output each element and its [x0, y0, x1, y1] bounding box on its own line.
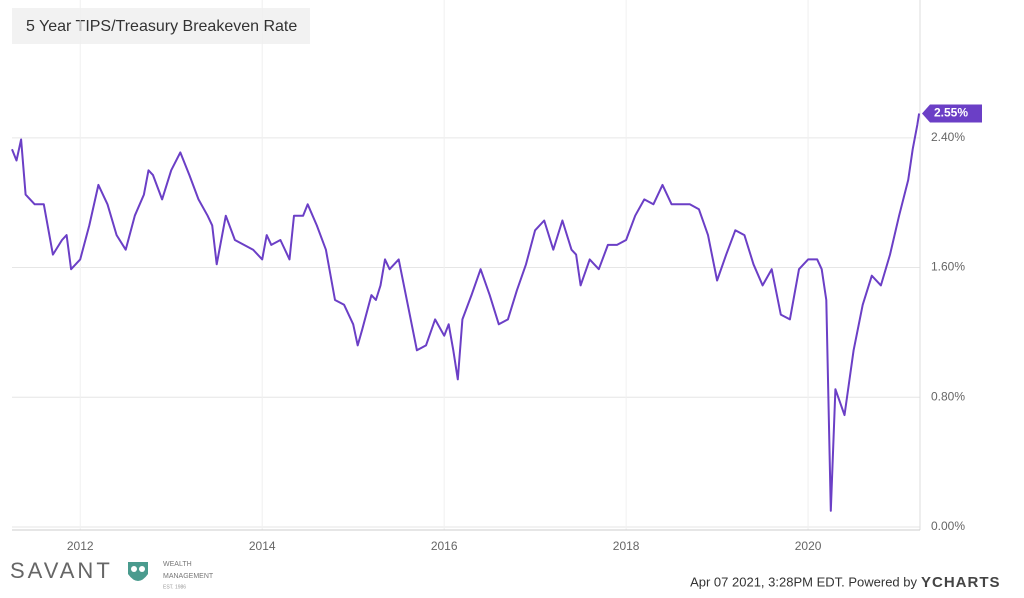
timestamp: Apr 07 2021, 3:28PM EDT. Powered by	[690, 574, 917, 589]
y-tick-label: 0.00%	[931, 519, 965, 533]
plot-area: 0.00% 0.80% 1.60% 2.40% 2012 2014 2016 2018 2020…	[11, 0, 982, 553]
x-tick-label: 2020	[795, 539, 822, 553]
footer: SAVANT WEALTH MANAGEMENT EST. 1986 Apr 0…	[10, 558, 1001, 591]
chart-title: 5 Year TIPS/Treasury Breakeven Rate	[26, 18, 297, 35]
brand-icon	[128, 562, 148, 581]
x-tick-label: 2012	[67, 539, 94, 553]
brand-line: MANAGEMENT	[163, 573, 214, 580]
x-tick-label: 2018	[613, 539, 640, 553]
brand-est: EST. 1986	[163, 584, 186, 590]
x-tick-label: 2014	[249, 539, 276, 553]
brand-line: WEALTH	[163, 561, 192, 568]
y-tick-label: 2.40%	[931, 130, 965, 144]
brand: SAVANT	[10, 558, 113, 583]
data-line	[11, 113, 921, 512]
value-label: 2.55%	[934, 106, 968, 120]
x-tick-label: 2016	[431, 539, 458, 553]
value-label-box	[922, 104, 982, 123]
provider: YCHARTS	[921, 574, 1001, 591]
y-tick-label: 1.60%	[931, 260, 965, 274]
y-tick-label: 0.80%	[931, 389, 965, 403]
title-box	[12, 8, 310, 44]
